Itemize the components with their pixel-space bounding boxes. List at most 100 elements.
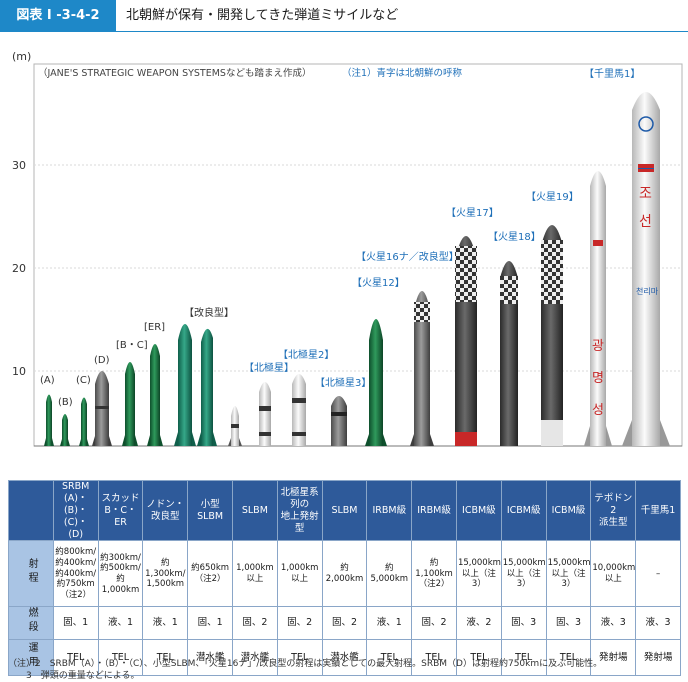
missile-srbm-d xyxy=(92,371,112,446)
missile-hwasong-18 xyxy=(500,261,518,446)
missile-height-chart: (m) 10 20 30 （JANE'S STRATEGIC WEAPON SY… xyxy=(12,50,683,447)
label-hwasong-19: 【火星19】 xyxy=(526,191,579,203)
table-cell: 固、2 xyxy=(231,606,278,641)
y-tick-20: 20 xyxy=(12,262,26,275)
table-cell: 潜水艦 xyxy=(187,639,233,677)
table-cell: 固、1 xyxy=(187,606,233,641)
missile-hwasong-16na xyxy=(410,291,434,446)
table-cell: 固、2 xyxy=(276,606,323,641)
footnote-3: 3 弾頭の重量などによる。 xyxy=(8,671,140,681)
label-scud-er: [ER] xyxy=(144,322,165,333)
label-scud-bc: [B・C] xyxy=(116,340,148,351)
table-row: 燃段 固、1 液、1 液、1 固、1 固、2 固、2 固、2 液、1 固、2 液、2 固、3 固、3 液、… xyxy=(8,606,681,641)
row-header-label: 燃段 xyxy=(26,607,38,636)
table-column-header: IRBM級 xyxy=(366,479,413,542)
spec-table: SRBM (A)・(B)・(C)・ (D) スカッド B・C・ER ノドン・ 改良型… xyxy=(8,479,681,677)
label-srbm-a: (A) xyxy=(40,375,55,386)
table-cell: 約1,100km （注2） xyxy=(411,540,457,608)
table-cell: 15,000km 以上（注3） xyxy=(455,540,502,608)
missile-chollima-1 xyxy=(622,92,670,446)
table-cell: 液、2 xyxy=(455,606,502,641)
table-cell: 固、3 xyxy=(500,606,547,641)
table-column-header: 小型 SLBM xyxy=(187,479,233,542)
table-row-header: 射程 xyxy=(8,540,54,608)
label-pukguksong-1: 【北極星】 xyxy=(244,361,294,374)
missile-hwasong-12 xyxy=(365,319,387,446)
source-note: （JANE'S STRATEGIC WEAPON SYSTEMSなども踏まえ作成… xyxy=(38,67,311,79)
label-chollima-1: 【千里馬1】 xyxy=(584,68,640,80)
missile-pukguksong-1 xyxy=(259,382,271,446)
missile-taepodong-2-derivative xyxy=(584,171,612,446)
table-column-header: IRBM級 xyxy=(411,479,457,542)
label-hwasong-17: 【火星17】 xyxy=(446,207,499,219)
missile-scud-er xyxy=(147,344,163,446)
missile-srbm-b xyxy=(60,414,70,446)
table-cell: 液、1 xyxy=(97,606,144,641)
table-column-header: スカッド B・C・ER xyxy=(97,479,144,542)
note-1: （注1）青字は北朝鮮の呼称 xyxy=(342,67,463,79)
table-cell: 潜水艦 xyxy=(321,639,368,677)
table-cell: 1,000km 以上 xyxy=(276,540,323,608)
missile-pukguksong-3 xyxy=(331,396,347,446)
table-cell: 固、3 xyxy=(545,606,592,641)
table-cell: 液、1 xyxy=(142,606,189,641)
missile-srbm-a xyxy=(44,394,54,446)
table-cell: TEL xyxy=(411,639,457,677)
table-cell: 15,000km 以上（注3） xyxy=(545,540,592,608)
figure-header: 図表 I -3-4-2 北朝鮮が保有・開発してきた弾道ミサイルなど xyxy=(0,0,688,32)
table-column-header: ICBM級 xyxy=(500,479,547,542)
table-corner xyxy=(8,479,54,542)
table-column-header: SRBM (A)・(B)・(C)・ (D) xyxy=(52,479,99,542)
table-column-header: 千里馬1 xyxy=(635,479,681,542)
table-row-header: 燃段 xyxy=(8,606,54,641)
row-header-label: 運用 xyxy=(26,641,38,670)
figure-title: 北朝鮮が保有・開発してきた弾道ミサイルなど xyxy=(126,8,399,23)
label-pukguksong-2: 【北極星2】 xyxy=(278,348,334,361)
table-column-header: テポドン2 派生型 xyxy=(590,479,637,542)
missile-scud-bc xyxy=(122,362,138,446)
table-cell: 固、2 xyxy=(411,606,457,641)
table-cell: 約5,000km xyxy=(366,540,413,608)
missile-srbm-c xyxy=(79,397,89,446)
y-tick-10: 10 xyxy=(12,365,26,378)
table-cell: TEL xyxy=(500,639,547,677)
table-cell: 10,000km 以上 xyxy=(590,540,637,608)
table-cell: 15,000km 以上（注3） xyxy=(500,540,547,608)
hangul-cl-logo: 천리마 xyxy=(636,286,659,296)
hangul-td-2: 명 xyxy=(592,371,604,386)
table-cell: 約2,000km xyxy=(321,540,368,608)
label-hwasong-18: 【火星18】 xyxy=(488,231,541,243)
table-row-header: 運用 xyxy=(8,639,54,677)
label-pukguksong-3: 【北極星3】 xyxy=(315,376,371,389)
table-cell: 1,000km 以上 xyxy=(231,540,278,608)
table-column-header: ICBM級 xyxy=(545,479,592,542)
table-column-header: SLBM xyxy=(321,479,368,542)
missile-nodong-improved xyxy=(197,328,217,446)
table-cell: 液、3 xyxy=(635,606,681,641)
table-cell: – xyxy=(635,540,681,608)
label-hwasong-12: 【火星12】 xyxy=(352,277,405,289)
table-column-header: 北極星系列の 地上発射型 xyxy=(276,479,323,542)
table-column-header: ICBM級 xyxy=(455,479,502,542)
table-row: 運用 TEL TEL TEL 潜水艦 潜水艦 TEL 潜水艦 TEL TEL TEL TEL TEL 発射… xyxy=(8,639,681,677)
missile-hwasong-17 xyxy=(455,236,477,446)
label-srbm-d: (D) xyxy=(94,355,110,366)
table-column-header: ノドン・ 改良型 xyxy=(142,479,189,542)
row-header-label: 射程 xyxy=(26,557,38,586)
table-cell: TEL xyxy=(455,639,502,677)
table-cell: 固、1 xyxy=(52,606,99,641)
table-cell: 約300km/ 約500km/ 約1,000km xyxy=(97,540,144,608)
table-cell: 発射場 xyxy=(635,639,681,677)
table-row: 射程 約800km/ 約400km/ 約400km/ 約750km（注2） 約300… xyxy=(8,540,681,608)
hangul-td-3: 성 xyxy=(592,403,604,418)
table-cell: TEL xyxy=(366,639,413,677)
hangul-cl-top: 조 xyxy=(639,186,652,202)
y-tick-30: 30 xyxy=(12,159,26,172)
hangul-td-1: 광 xyxy=(592,339,604,354)
footnote-2: （注）2 SRBM（A）・（B）・（C）、小型SLBM、「火星16ナ」/改良型の… xyxy=(8,659,603,669)
table-header-row: SRBM (A)・(B)・(C)・ (D) スカッド B・C・ER ノドン・ 改良型… xyxy=(8,479,681,542)
table-column-header: SLBM xyxy=(231,479,278,542)
y-axis-unit: (m) xyxy=(12,50,31,63)
missile-small-slbm xyxy=(228,406,242,446)
table-cell: 固、2 xyxy=(321,606,368,641)
